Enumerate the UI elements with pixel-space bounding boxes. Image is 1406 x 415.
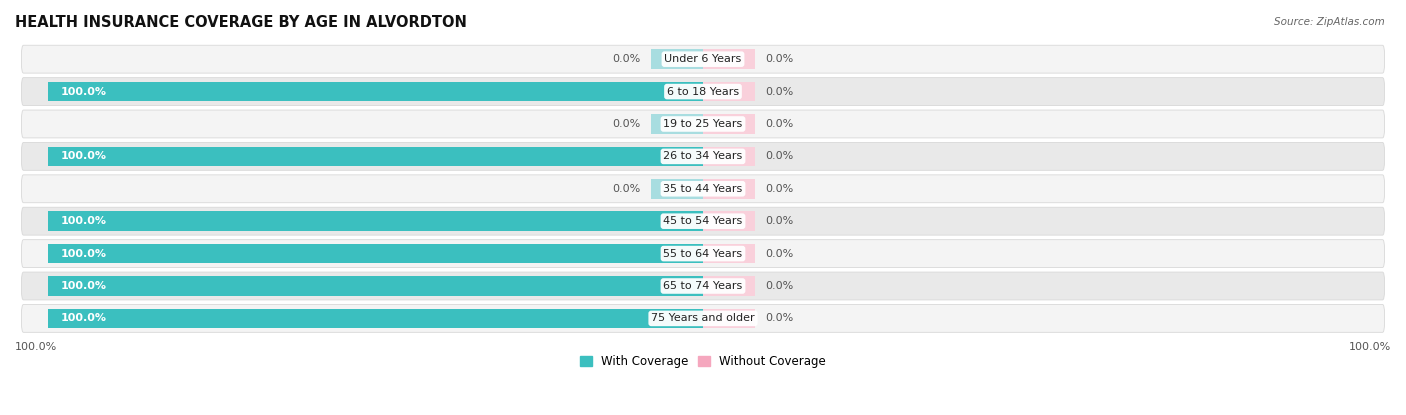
FancyBboxPatch shape [21, 45, 1385, 73]
Bar [651, 179, 703, 198]
FancyBboxPatch shape [21, 239, 1385, 268]
FancyBboxPatch shape [21, 175, 1385, 203]
Bar [48, 212, 703, 231]
Bar [48, 309, 703, 328]
Bar [703, 49, 755, 69]
Text: 55 to 64 Years: 55 to 64 Years [664, 249, 742, 259]
Text: HEALTH INSURANCE COVERAGE BY AGE IN ALVORDTON: HEALTH INSURANCE COVERAGE BY AGE IN ALVO… [15, 15, 467, 30]
Text: 0.0%: 0.0% [613, 184, 641, 194]
Text: 35 to 44 Years: 35 to 44 Years [664, 184, 742, 194]
Text: 0.0%: 0.0% [765, 313, 793, 323]
FancyBboxPatch shape [21, 142, 1385, 170]
Text: 100.0%: 100.0% [60, 281, 107, 291]
Text: Source: ZipAtlas.com: Source: ZipAtlas.com [1274, 17, 1385, 27]
Bar [703, 244, 755, 263]
FancyBboxPatch shape [21, 207, 1385, 235]
Text: 100.0%: 100.0% [60, 151, 107, 161]
Bar [703, 179, 755, 198]
Bar [651, 49, 703, 69]
Text: 100.0%: 100.0% [1348, 342, 1391, 352]
Bar [48, 276, 703, 296]
Text: 65 to 74 Years: 65 to 74 Years [664, 281, 742, 291]
Text: 0.0%: 0.0% [613, 54, 641, 64]
Text: 45 to 54 Years: 45 to 54 Years [664, 216, 742, 226]
Text: 75 Years and older: 75 Years and older [651, 313, 755, 323]
FancyBboxPatch shape [21, 305, 1385, 332]
FancyBboxPatch shape [21, 272, 1385, 300]
Text: 0.0%: 0.0% [613, 119, 641, 129]
Bar [703, 212, 755, 231]
Text: 0.0%: 0.0% [765, 216, 793, 226]
Text: 100.0%: 100.0% [60, 216, 107, 226]
Text: 0.0%: 0.0% [765, 119, 793, 129]
Text: 100.0%: 100.0% [60, 313, 107, 323]
Text: 100.0%: 100.0% [60, 87, 107, 97]
Text: 26 to 34 Years: 26 to 34 Years [664, 151, 742, 161]
Bar [703, 82, 755, 101]
Text: 100.0%: 100.0% [15, 342, 58, 352]
Text: 6 to 18 Years: 6 to 18 Years [666, 87, 740, 97]
Text: Under 6 Years: Under 6 Years [665, 54, 741, 64]
FancyBboxPatch shape [21, 110, 1385, 138]
Text: 100.0%: 100.0% [60, 249, 107, 259]
Text: 0.0%: 0.0% [765, 151, 793, 161]
Bar [703, 146, 755, 166]
Text: 0.0%: 0.0% [765, 87, 793, 97]
Bar [48, 244, 703, 263]
Text: 0.0%: 0.0% [765, 249, 793, 259]
Text: 0.0%: 0.0% [765, 281, 793, 291]
Bar [703, 276, 755, 296]
Text: 19 to 25 Years: 19 to 25 Years [664, 119, 742, 129]
Text: 0.0%: 0.0% [765, 184, 793, 194]
Bar [703, 114, 755, 134]
Bar [48, 146, 703, 166]
Text: 0.0%: 0.0% [765, 54, 793, 64]
Bar [48, 82, 703, 101]
Legend: With Coverage, Without Coverage: With Coverage, Without Coverage [575, 350, 831, 373]
Bar [703, 309, 755, 328]
FancyBboxPatch shape [21, 78, 1385, 105]
Bar [651, 114, 703, 134]
